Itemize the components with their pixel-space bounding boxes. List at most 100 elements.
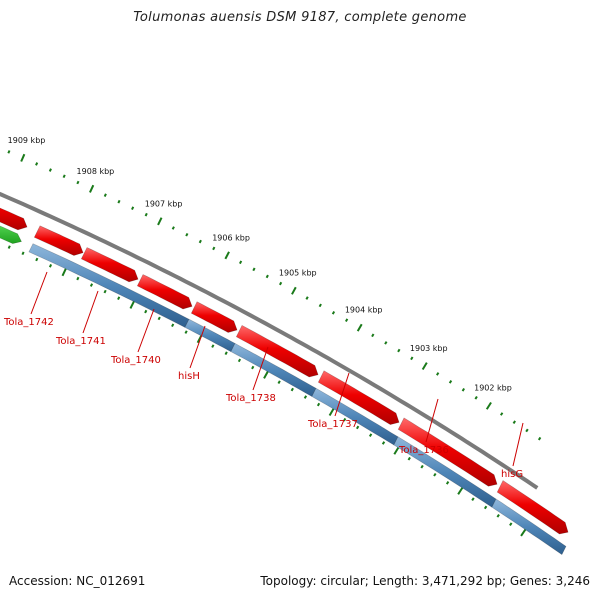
minor-tick bbox=[7, 245, 11, 249]
minor-tick bbox=[461, 387, 465, 392]
minor-tick bbox=[343, 417, 347, 422]
minor-tick bbox=[368, 433, 373, 437]
minor-tick bbox=[185, 232, 189, 237]
gene-label: Tola_1742 bbox=[3, 317, 54, 328]
kbp-label: 1908 kbp bbox=[77, 167, 115, 176]
minor-tick bbox=[224, 351, 228, 356]
minor-tick bbox=[305, 296, 309, 300]
minor-tick bbox=[331, 310, 336, 315]
genome-backbone bbox=[0, 191, 539, 490]
minor-tick bbox=[356, 425, 360, 430]
minor-tick bbox=[35, 257, 39, 262]
gene-leader-line bbox=[425, 398, 439, 443]
minor-tick bbox=[410, 356, 414, 361]
minor-tick bbox=[171, 323, 175, 328]
map-title: Tolumonas auensis DSM 9187, complete gen… bbox=[133, 10, 467, 25]
minor-tick bbox=[198, 239, 202, 244]
gene-label: Tola_1740 bbox=[110, 355, 161, 366]
minor-tick bbox=[117, 199, 121, 204]
major-tick bbox=[61, 268, 67, 277]
minor-tick bbox=[211, 344, 215, 348]
gene-leader-line bbox=[512, 422, 524, 467]
minor-tick bbox=[381, 441, 386, 445]
major-tick bbox=[291, 286, 297, 295]
minor-tick bbox=[21, 251, 25, 256]
minor-tick bbox=[277, 380, 281, 384]
gene-leader-line bbox=[189, 325, 206, 369]
kbp-label: 1907 kbp bbox=[145, 199, 183, 208]
major-tick bbox=[20, 153, 26, 162]
minor-tick bbox=[144, 309, 148, 314]
major-tick bbox=[421, 362, 428, 371]
major-tick bbox=[356, 323, 363, 332]
minor-tick bbox=[483, 505, 488, 510]
major-tick bbox=[393, 446, 400, 455]
gene-label: Tola_1737 bbox=[307, 419, 358, 430]
minor-tick bbox=[303, 395, 308, 399]
gene-label: Tola_1738 bbox=[225, 393, 276, 404]
minor-tick bbox=[397, 348, 401, 353]
forward-gene-arrow bbox=[190, 301, 238, 333]
topology-text: Topology: circular; Length: 3,471,292 bp… bbox=[260, 574, 590, 588]
minor-tick bbox=[76, 180, 80, 185]
minor-tick bbox=[62, 174, 66, 179]
minor-tick bbox=[252, 267, 256, 272]
minor-tick bbox=[512, 420, 516, 424]
kbp-label: 1906 kbp bbox=[212, 233, 250, 242]
gene-leader-line bbox=[334, 372, 350, 417]
forward-gene-arrow bbox=[496, 480, 569, 535]
minor-tick bbox=[445, 481, 450, 485]
major-tick bbox=[328, 408, 335, 417]
minor-tick bbox=[237, 358, 242, 363]
minor-tick bbox=[471, 497, 475, 501]
major-tick bbox=[89, 184, 95, 193]
minor-tick bbox=[35, 162, 39, 166]
minor-tick bbox=[103, 193, 107, 198]
minor-tick bbox=[384, 341, 388, 345]
minor-tick bbox=[117, 296, 121, 300]
gene-label: Tola_1736 bbox=[398, 445, 449, 456]
kbp-label: 1904 kbp bbox=[345, 305, 383, 314]
gene-label: hisG bbox=[501, 469, 523, 480]
kbp-label: 1903 kbp bbox=[410, 344, 448, 353]
minor-tick bbox=[537, 436, 542, 441]
forward-gene-arrow bbox=[33, 225, 84, 256]
gene-track bbox=[0, 207, 569, 556]
major-tick bbox=[485, 401, 492, 410]
minor-tick bbox=[265, 274, 269, 279]
minor-tick bbox=[251, 365, 255, 370]
major-tick bbox=[224, 251, 230, 260]
minor-tick bbox=[407, 456, 411, 461]
forward-gene-arrow bbox=[80, 247, 139, 283]
minor-tick bbox=[144, 212, 148, 217]
minor-tick bbox=[48, 264, 53, 268]
minor-tick bbox=[290, 387, 294, 392]
minor-tick bbox=[420, 464, 424, 469]
minor-tick bbox=[48, 168, 52, 172]
forward-gene-arrow bbox=[136, 274, 193, 310]
cds-segment bbox=[491, 498, 567, 556]
minor-tick bbox=[131, 206, 135, 210]
kbp-label: 1909 kbp bbox=[8, 136, 46, 145]
forward-gene-arrow bbox=[397, 417, 498, 487]
minor-tick bbox=[184, 330, 188, 334]
minor-tick bbox=[496, 513, 500, 518]
gene-leader-line bbox=[252, 346, 269, 391]
major-tick bbox=[520, 528, 527, 537]
minor-tick bbox=[318, 303, 322, 308]
forward-gene-arrow bbox=[317, 370, 400, 425]
major-tick bbox=[129, 300, 135, 309]
minor-tick bbox=[525, 428, 529, 433]
other-feature-arrow bbox=[0, 225, 22, 244]
minor-tick bbox=[212, 246, 216, 251]
major-tick bbox=[157, 217, 163, 226]
forward-gene-arrow bbox=[0, 207, 28, 231]
forward-gene-arrow bbox=[235, 324, 319, 378]
minor-tick bbox=[433, 472, 437, 477]
minor-tick bbox=[89, 283, 94, 287]
kbp-label: 1905 kbp bbox=[279, 269, 317, 278]
minor-tick bbox=[76, 276, 80, 281]
minor-tick bbox=[474, 395, 478, 400]
